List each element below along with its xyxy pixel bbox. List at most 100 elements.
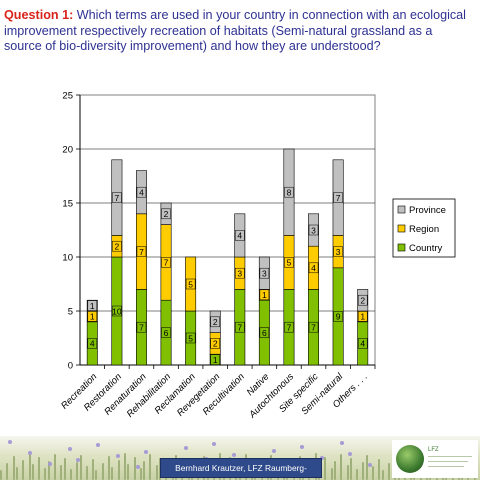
grass-decoration: [356, 469, 359, 480]
grass-decoration: [123, 453, 126, 480]
logo-text: LFZ: [428, 447, 439, 453]
grass-decoration: [54, 454, 56, 480]
data-label-box: [357, 294, 368, 306]
grass-decoration: [6, 463, 9, 480]
grass-decoration: [79, 455, 82, 480]
data-label: 3: [237, 269, 242, 279]
grass-decoration: [155, 465, 158, 480]
grass-decoration: [378, 459, 381, 480]
data-label-box: [210, 354, 220, 365]
data-label: 6: [164, 328, 169, 338]
y-tick-label: 20: [62, 145, 73, 156]
data-label-box: [333, 311, 343, 322]
grass-decoration: [28, 453, 31, 480]
data-label: 1: [213, 355, 218, 365]
data-label: 4: [139, 188, 144, 198]
grass-decoration: [63, 458, 66, 480]
data-label-box: [284, 321, 294, 333]
data-label: 10: [112, 306, 122, 316]
data-label-box: [136, 246, 147, 257]
data-label-box: [308, 321, 319, 333]
legend: Province Region Country: [392, 198, 456, 258]
grass-decoration: [387, 463, 390, 480]
flower-decoration: [232, 453, 236, 457]
grass-decoration: [22, 460, 25, 480]
data-label-box: [136, 186, 147, 198]
data-label-box: [112, 305, 122, 317]
data-label-box: [210, 338, 220, 349]
y-tick-label: 15: [62, 199, 73, 210]
data-label: 7: [139, 323, 144, 333]
data-label: 2: [213, 339, 218, 349]
grass-decoration: [76, 462, 79, 480]
flower-decoration: [76, 458, 80, 462]
grass-decoration: [381, 470, 384, 480]
data-label: 4: [311, 263, 316, 273]
y-tick-label: 5: [68, 307, 73, 318]
data-label: 2: [115, 242, 120, 252]
logo-line: [428, 466, 464, 467]
data-label-box: [161, 327, 171, 338]
flower-decoration: [48, 462, 52, 466]
data-label-box: [284, 257, 294, 268]
y-tick-label: 25: [62, 91, 73, 102]
data-label: 8: [287, 188, 292, 198]
data-label: 2: [360, 296, 365, 306]
grass-decoration: [85, 466, 88, 480]
question-text: Which terms are used in your country in …: [4, 8, 466, 53]
grass-decoration: [372, 466, 374, 480]
grass-decoration: [38, 457, 41, 480]
flower-decoration: [68, 447, 72, 451]
data-label: 6: [262, 328, 267, 338]
y-tick-label: 10: [62, 253, 73, 264]
data-label-box: [136, 321, 147, 333]
legend-swatch-province: [397, 205, 406, 214]
grass-decoration: [15, 467, 18, 480]
flower-decoration: [28, 451, 32, 455]
data-label-box: [333, 246, 343, 257]
grass-decoration: [31, 464, 34, 480]
data-label: 2: [164, 209, 169, 219]
data-label-box: [87, 311, 98, 322]
grass-decoration: [108, 456, 110, 480]
flower-decoration: [136, 465, 140, 469]
data-label-box: [357, 338, 368, 349]
plot-background: [79, 94, 376, 366]
grass-decoration: [149, 454, 152, 480]
grass-decoration: [324, 457, 327, 480]
flower-decoration: [320, 456, 324, 460]
data-label-box: [357, 311, 368, 322]
data-label: 7: [139, 247, 144, 257]
legend-label: Region: [409, 224, 439, 235]
grass-decoration: [12, 456, 15, 480]
data-label-box: [333, 192, 343, 203]
data-label: 1: [90, 312, 95, 322]
data-label-box: [235, 267, 245, 279]
data-label-box: [112, 240, 122, 252]
data-label-box: [87, 300, 98, 311]
data-label-box: [259, 289, 270, 301]
flower-decoration: [340, 441, 344, 445]
flower-decoration: [368, 463, 372, 467]
flower-decoration: [272, 449, 276, 453]
data-label: 1: [90, 301, 95, 311]
data-label: 7: [336, 193, 341, 203]
data-label-box: [235, 321, 245, 333]
credit-bar: Bernhard Krautzer, LFZ Raumberg-Gumpenst…: [160, 458, 322, 491]
data-label-box: [161, 208, 171, 220]
data-label: 7: [287, 323, 292, 333]
legend-swatch-country: [397, 243, 406, 252]
data-label: 5: [188, 333, 193, 343]
data-label: 1: [262, 290, 267, 300]
data-label-box: [284, 186, 294, 198]
flower-decoration: [96, 443, 100, 447]
data-label: 4: [360, 339, 365, 349]
grass-decoration: [349, 458, 352, 480]
gridlines: [80, 148, 375, 312]
data-label-box: [185, 278, 196, 290]
question-label: Question 1:: [4, 8, 74, 22]
data-label: 5: [287, 258, 292, 268]
data-label: 3: [262, 269, 267, 279]
grass-decoration: [44, 468, 47, 480]
